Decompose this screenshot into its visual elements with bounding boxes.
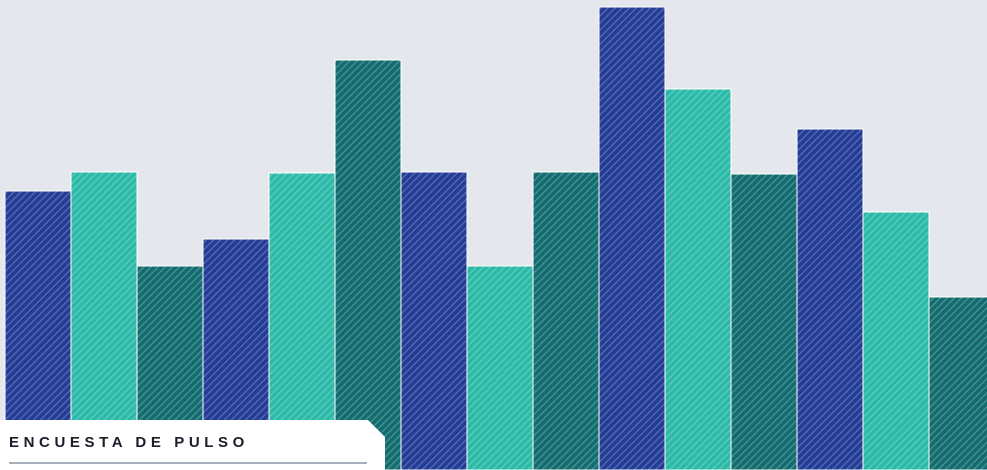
banner-divider: [9, 462, 367, 464]
bar-9: [532, 171, 600, 470]
bar-12: [730, 173, 798, 470]
bar-7: [400, 171, 468, 470]
bar-6: [334, 59, 402, 470]
bar-10: [598, 6, 666, 470]
banner-title: ENCUESTA DE PULSO: [9, 434, 249, 451]
bar-14: [862, 211, 930, 470]
bar-15: [928, 296, 987, 470]
bar-11: [664, 88, 732, 470]
bar-13: [796, 128, 864, 470]
bar-series: [4, 6, 987, 470]
bar-1: [4, 190, 72, 470]
survey-banner: ENCUESTA DE PULSO: [0, 420, 385, 470]
bar-8: [466, 265, 534, 470]
